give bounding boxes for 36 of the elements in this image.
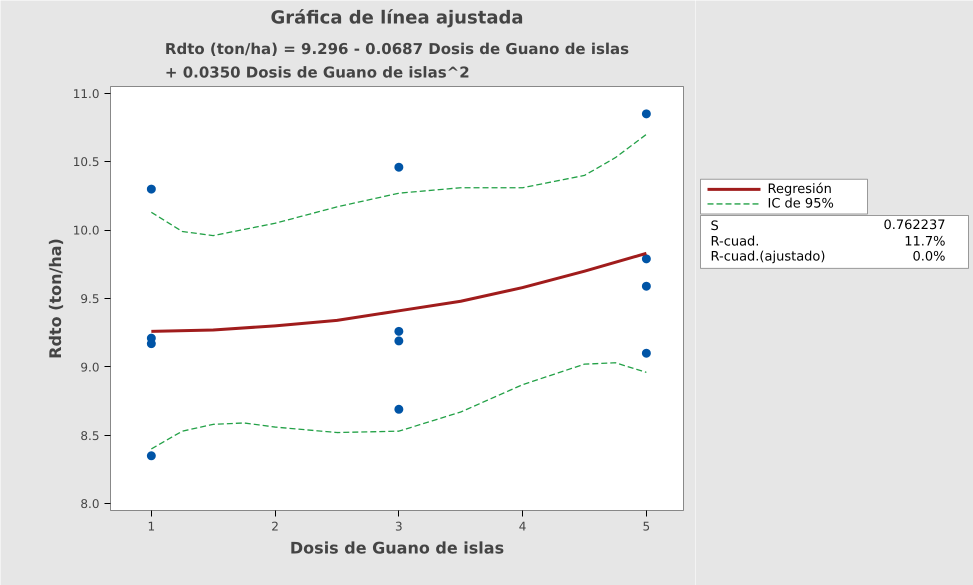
point [642,109,651,118]
y-tick-label: 8.0 [80,497,100,512]
point [642,254,651,264]
text: 11.7% [904,234,946,250]
legend-label: Regresión [768,182,832,197]
chart-subtitle: Rdto (ton/ha) = 9.296 - 0.0687 Dosis de Guano de islas + 0.0350 Dosis de Guano de islas^2 [164,40,630,82]
point [394,326,404,336]
x-tick-label: 3 [395,520,403,534]
line-series [150,134,648,236]
x-tick-label: 1 [148,520,156,534]
x-tick-label: 2 [271,520,279,534]
legend-label: IC de 95% [768,196,834,212]
x-tick-label: 4 [518,520,526,534]
text: R-cuad. [710,234,760,250]
point [394,162,404,172]
y-tick-label: 8.5 [80,428,100,443]
y-tick-label: 11.0 [72,86,100,101]
point [146,451,156,460]
y-axis-title: Rdto (ton/ha) [46,238,65,359]
point [394,336,404,346]
x-axis-title: Dosis de Guano de islas [290,538,504,558]
point [394,404,404,414]
point [642,348,651,358]
y-tick-label: 9.5 [80,292,100,306]
point [642,282,651,291]
text: 0.762237 [883,218,946,234]
point [146,184,156,194]
y-tick-label: 9.0 [80,360,100,374]
y-tick-label: 10.5 [72,155,100,170]
text: S [710,219,719,234]
x-tick-label: 5 [642,520,650,534]
chart-title: Gráfica de línea ajustada [270,8,524,28]
text: R-cuad.(ajustado) [710,250,826,265]
y-tick-label: 10.0 [72,224,100,238]
line-series [150,362,648,450]
text: 0.0% [912,250,946,265]
